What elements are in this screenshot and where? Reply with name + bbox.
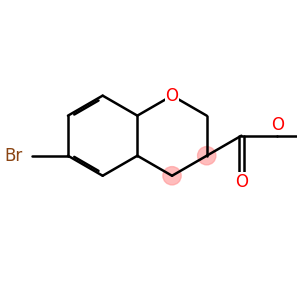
Text: O: O (271, 116, 284, 134)
Text: O: O (166, 87, 178, 105)
Text: O: O (235, 173, 248, 191)
Text: Br: Br (4, 147, 22, 165)
Circle shape (198, 147, 216, 165)
Circle shape (163, 167, 181, 185)
